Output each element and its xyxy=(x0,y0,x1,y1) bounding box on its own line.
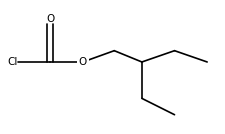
Text: O: O xyxy=(46,14,54,24)
Text: Cl: Cl xyxy=(7,57,18,67)
Text: O: O xyxy=(78,57,87,67)
